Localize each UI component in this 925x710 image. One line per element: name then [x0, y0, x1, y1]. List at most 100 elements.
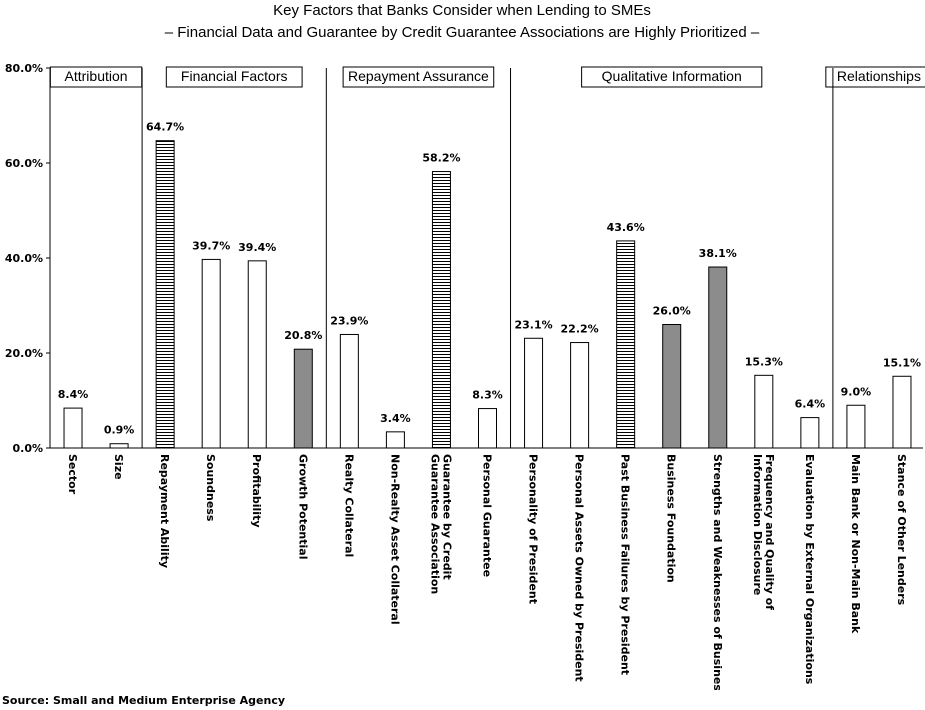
chart-subtitle: – Financial Data and Guarantee by Credit…: [165, 24, 760, 41]
category-label: Stance of Other Lenders: [895, 454, 908, 606]
category-label-line: Business Foundation: [665, 454, 678, 583]
value-label: 9.0%: [841, 385, 872, 398]
category-label-line: Past Business Failures by President: [619, 454, 632, 675]
category-label-line: Guarantee Association: [428, 454, 441, 594]
value-label: 38.1%: [699, 247, 737, 260]
category-label-line: Profitability: [250, 454, 263, 528]
group-frames: Attribution Financial Factors Repayment As…: [49, 66, 925, 448]
category-label: Growth Potential: [296, 454, 309, 559]
group-title: Attribution: [65, 68, 128, 84]
category-label-line: Frequency and Quality of: [763, 454, 776, 610]
category-label: Realty Collateral: [342, 454, 355, 557]
category-label-line: Growth Potential: [296, 454, 309, 559]
bar: [524, 337, 544, 449]
bars: [63, 140, 912, 449]
bar: [892, 375, 912, 449]
value-label: 58.2%: [422, 152, 460, 165]
value-label: 26.0%: [653, 305, 691, 318]
bar: [63, 407, 83, 449]
source-note: Source: Small and Medium Enterprise Agen…: [2, 694, 286, 707]
group-title-box: [825, 66, 925, 88]
category-label-line: Personality of President: [527, 454, 540, 604]
bar: [570, 342, 590, 449]
value-label: 15.1%: [883, 356, 921, 369]
category-label-line: Stance of Other Lenders: [895, 454, 908, 606]
group-title-box: [581, 66, 763, 88]
value-label: 23.9%: [330, 314, 368, 327]
category-label-line: Size: [112, 454, 125, 480]
bar: [247, 260, 267, 449]
bar: [708, 266, 728, 449]
category-label: Soundness: [204, 454, 217, 522]
category-label-line: Personal Guarantee: [481, 454, 494, 577]
chart-title: Key Factors that Banks Consider when Len…: [273, 2, 651, 19]
category-label: Size: [112, 454, 125, 480]
y-tick-label: 40.0%: [5, 252, 43, 265]
category-label: Main Bank or Non-Main Bank: [849, 454, 862, 634]
bar: [155, 140, 175, 449]
value-label: 15.3%: [745, 355, 783, 368]
bar: [385, 431, 405, 449]
category-label: Personal Assets Owned by President: [573, 454, 586, 682]
y-tick-label: 20.0%: [5, 347, 43, 360]
category-label: Strengths and Weaknesses of Business: [711, 454, 724, 690]
category-label-line: Strengths and Weaknesses of Business: [711, 454, 724, 690]
category-label: Business Foundation: [665, 454, 678, 583]
value-labels: 8.4% 0.9% 64.7% 39.7% 39.4% 20.8% 23.9% 3.4% 58.…: [58, 121, 921, 437]
value-label: 6.4%: [795, 398, 826, 411]
group-title: Qualitative Information: [602, 68, 742, 84]
group-title: Relationships: [837, 68, 921, 84]
bar: [616, 240, 636, 449]
value-label: 39.7%: [192, 239, 230, 252]
category-label-line: Repayment Ability: [158, 454, 171, 568]
value-label: 3.4%: [380, 412, 411, 425]
category-label-line: Realty Collateral: [342, 454, 355, 557]
category-label-line: Guarantee by Credit: [440, 454, 453, 580]
category-label: Evaluation by External Organizations: [803, 454, 816, 685]
value-label: 20.8%: [284, 329, 322, 342]
y-tick-label: 80.0%: [5, 62, 43, 75]
value-label: 8.3%: [472, 389, 503, 402]
value-label: 22.2%: [561, 323, 599, 336]
chart: Key Factors that Banks Consider when Len…: [5, 2, 925, 690]
bar: [109, 443, 129, 449]
bar: [846, 404, 866, 449]
category-label: Past Business Failures by President: [619, 454, 632, 675]
value-label: 0.9%: [104, 424, 135, 437]
category-label: Profitability: [250, 454, 263, 528]
bar: [662, 324, 682, 449]
group-title: Financial Factors: [181, 68, 288, 84]
group-title-box: [342, 66, 495, 88]
category-label-line: Evaluation by External Organizations: [803, 454, 816, 685]
group-title: Repayment Assurance: [348, 68, 489, 84]
value-label: 8.4%: [58, 388, 89, 401]
bar: [800, 417, 820, 449]
value-label: 23.1%: [514, 318, 552, 331]
value-label: 64.7%: [146, 121, 184, 134]
value-label: 43.6%: [607, 221, 645, 234]
bar: [201, 258, 221, 449]
bar: [754, 374, 774, 449]
bar: [431, 171, 451, 449]
y-tick-label: 60.0%: [5, 157, 43, 170]
y-axis: 0.0% 20.0% 40.0% 60.0% 80.0%: [5, 62, 923, 455]
category-label: Sector: [66, 454, 79, 495]
bar: [339, 333, 359, 449]
category-label: Non-Realty Asset Collateral: [388, 454, 401, 625]
category-label: Personality of President: [527, 454, 540, 604]
group-title-box: [165, 66, 303, 88]
category-label: Repayment Ability: [158, 454, 171, 568]
category-label-line: Main Bank or Non-Main Bank: [849, 454, 862, 634]
bar: [293, 348, 313, 449]
category-label-line: Non-Realty Asset Collateral: [388, 454, 401, 625]
value-label: 39.4%: [238, 241, 276, 254]
category-label-line: Sector: [66, 454, 79, 495]
bar: [478, 408, 497, 449]
category-label-line: Information Disclosure: [751, 454, 764, 595]
y-tick-label: 0.0%: [12, 442, 43, 455]
category-labels: Sector Size Repayment Ability Soundness Prof…: [66, 454, 908, 690]
category-label-line: Soundness: [204, 454, 217, 522]
category-label: Personal Guarantee: [481, 454, 494, 577]
